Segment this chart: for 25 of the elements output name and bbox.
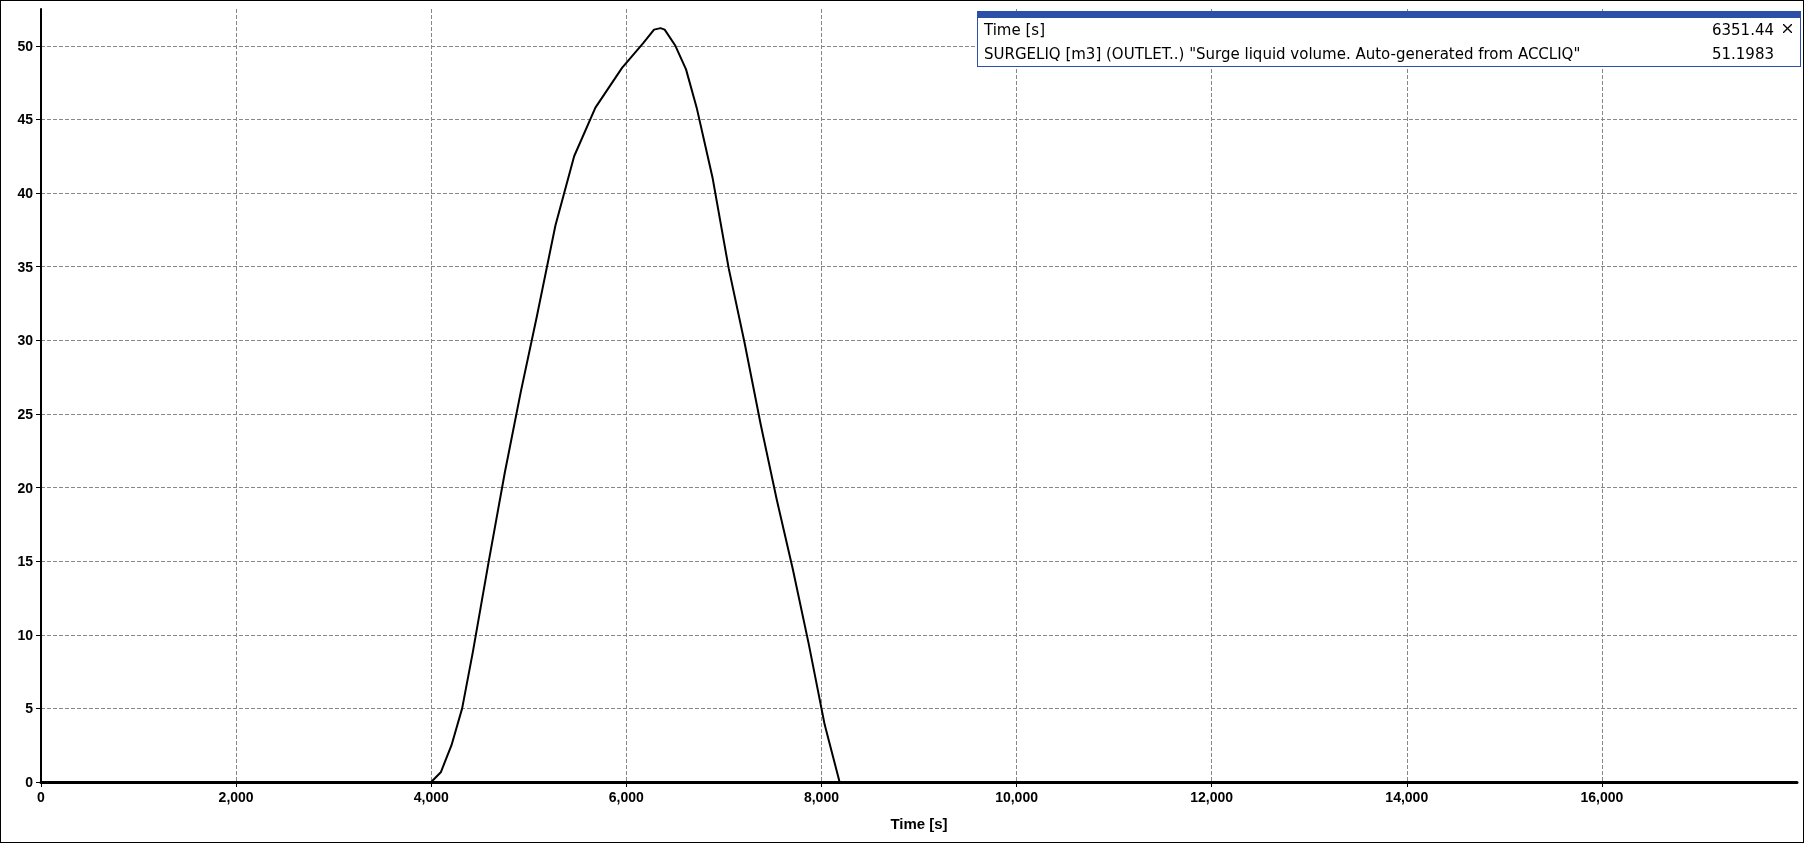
- y-tick-label: 50: [17, 37, 34, 54]
- x-tick-label: 14,000: [1385, 789, 1429, 805]
- x-tick-label: 2,000: [218, 789, 254, 805]
- annotation: Time [s]: [984, 20, 1045, 40]
- y-tick-label: 35: [17, 258, 34, 275]
- x-tick-label: 0: [37, 789, 46, 805]
- x-tick-label: 16,000: [1580, 789, 1624, 805]
- y-tick-label: 20: [17, 479, 34, 496]
- y-tick-label: 30: [17, 332, 34, 349]
- y-tick-label: 40: [17, 185, 34, 202]
- y-tick-label: 10: [17, 626, 34, 643]
- x-tick-label: 10,000: [995, 789, 1039, 805]
- annotation: 6351.44: [1711, 20, 1774, 40]
- x-tick-label: 12,000: [1190, 789, 1234, 805]
- x-tick-label: 8,000: [803, 789, 840, 805]
- y-tick-label: 0: [25, 774, 34, 790]
- y-tick-label: 5: [25, 700, 34, 717]
- y-tick-label: 45: [17, 111, 34, 128]
- y-tick-label: 25: [17, 405, 34, 422]
- x-axis-title: Time [s]: [890, 815, 948, 832]
- x-tick-label: 6,000: [608, 789, 645, 805]
- y-tick-label: 15: [17, 553, 34, 570]
- x-tick-label: 4,000: [413, 789, 449, 805]
- annotation: 51.1983: [1711, 44, 1774, 64]
- annotation: SURGELIQ [m3] (OUTLET..) "Surge liquid volume. Auto-generated from ACCLIQ": [984, 44, 1581, 64]
